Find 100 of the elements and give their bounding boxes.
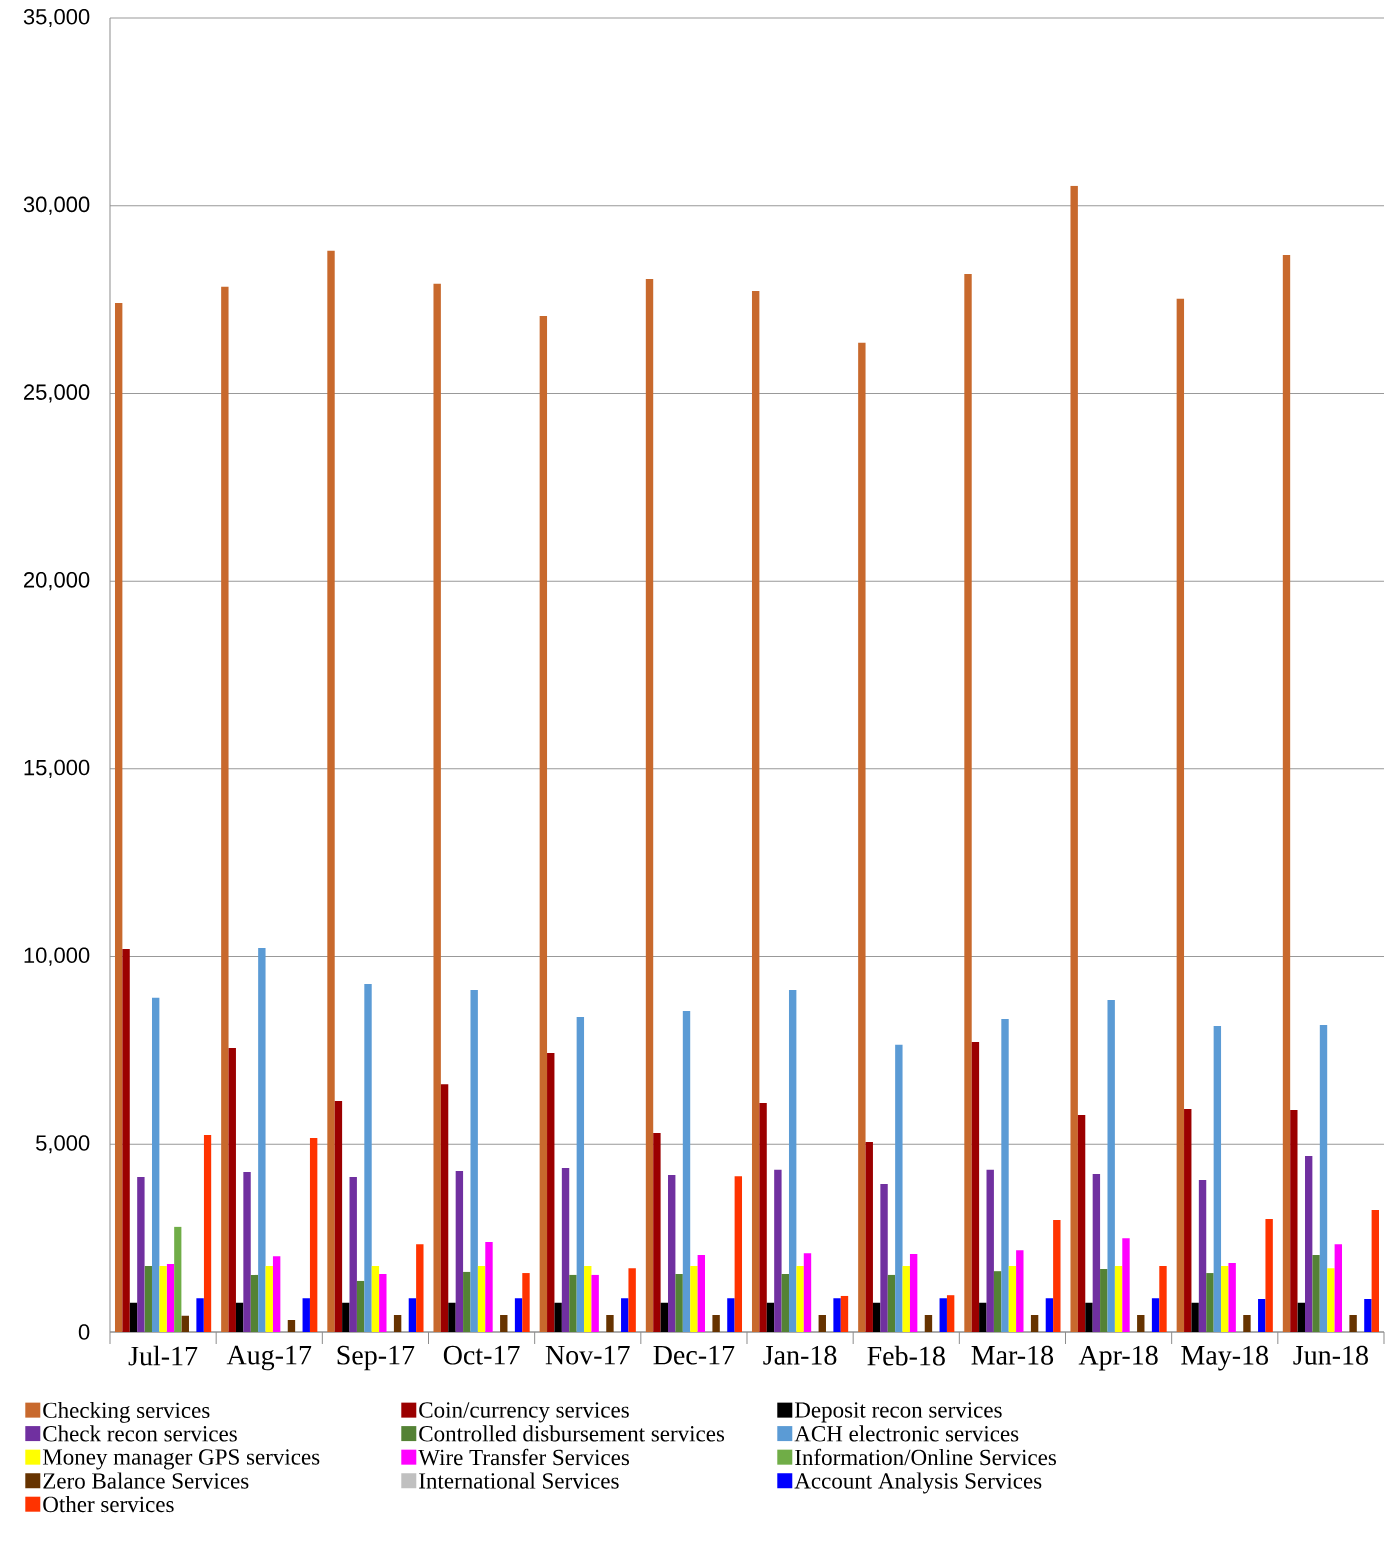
bar [1282,254,1291,1332]
bar [349,1176,357,1332]
bar [1327,1268,1335,1332]
y-tick-label: 0 [78,1324,90,1340]
bar [151,997,160,1332]
bar [887,1274,896,1332]
bar [986,1169,994,1332]
bar [569,1274,577,1332]
bar [675,1273,683,1332]
bar [1206,1273,1214,1332]
bar [1016,1250,1024,1332]
x-tick-label: Jun-18 [1293,1345,1368,1365]
bar [1151,1298,1160,1332]
bar [840,1295,849,1332]
bar [1305,1155,1313,1332]
bar [833,1298,841,1332]
legend-label: Wire Transfer Services [418,1448,630,1466]
bar [909,1253,918,1332]
bar [500,1315,508,1332]
bar [1122,1238,1130,1332]
bar [342,1302,350,1332]
bar [144,1265,152,1332]
bar [250,1274,259,1332]
bar [971,1041,980,1332]
bar [1312,1255,1320,1332]
y-tick-label: 15,000 [24,759,90,778]
y-tick-label: 10,000 [24,947,90,966]
legend-label: Zero Balance Services [43,1472,249,1489]
x-tick-label: May-18 [1181,1345,1269,1371]
bar [1053,1220,1061,1332]
bar [979,1302,987,1332]
bar [258,947,266,1332]
bar [379,1273,387,1332]
y-tick-label: 5,000 [36,1135,90,1154]
bar [1191,1302,1199,1332]
bar [759,1102,767,1332]
bar [682,1011,691,1332]
bar [302,1298,310,1332]
bar [1030,1315,1039,1332]
legend-label: Controlled disbursement services [419,1425,725,1442]
bar [621,1298,629,1332]
bar [727,1298,735,1332]
bar [668,1175,676,1332]
bar [371,1265,380,1332]
bar [122,949,130,1332]
bar [645,278,654,1332]
bar [1334,1244,1343,1332]
bar [196,1298,204,1332]
y-tick-label: 30,000 [23,196,90,215]
x-tick-label: Feb-18 [867,1345,945,1366]
bar [1243,1315,1251,1332]
bar [606,1315,614,1332]
legend-label: Coin/currency services [419,1402,629,1423]
legend-label: Other services [43,1495,174,1513]
bar [287,1319,296,1332]
y-tick-label: 35,000 [23,8,90,28]
bar [872,1302,881,1332]
bar [114,302,123,1332]
bar [334,1101,343,1332]
bar [939,1298,947,1332]
bar [628,1268,636,1332]
y-tick-label: 25,000 [24,384,90,403]
x-tick-label: Oct-17 [443,1345,520,1365]
bar [166,1264,175,1332]
bar [1297,1302,1306,1332]
bar [697,1255,706,1332]
bar [1228,1262,1236,1332]
bar [712,1315,720,1332]
legend-label: Checking services [43,1401,210,1423]
bar [364,983,372,1332]
bar [561,1167,570,1332]
bar [393,1315,402,1332]
y-tick-label: 20,000 [24,572,90,591]
bar [690,1265,698,1332]
bar [788,989,797,1332]
bar [1001,1018,1009,1332]
legend-label: ACH electronic services [794,1425,1019,1442]
bar [1114,1265,1123,1332]
bar [327,250,335,1332]
bar [137,1176,145,1332]
bar [463,1271,471,1332]
legend-label: International Services [419,1472,619,1489]
bar [448,1302,456,1332]
bar [408,1298,417,1332]
bar [416,1244,424,1332]
bar [796,1265,804,1332]
bar [470,989,478,1332]
bar [1290,1110,1298,1332]
x-tick-label: Dec-17 [653,1345,735,1365]
bar [1184,1108,1192,1332]
bar [235,1302,244,1332]
bar [576,1017,585,1332]
bar [865,1142,873,1332]
legend-label: Deposit recon services [794,1402,1002,1423]
bar [1107,1000,1115,1332]
bar [774,1169,782,1332]
bar [159,1265,167,1332]
bar [477,1265,486,1332]
bar [895,1044,903,1332]
bar [660,1302,669,1332]
